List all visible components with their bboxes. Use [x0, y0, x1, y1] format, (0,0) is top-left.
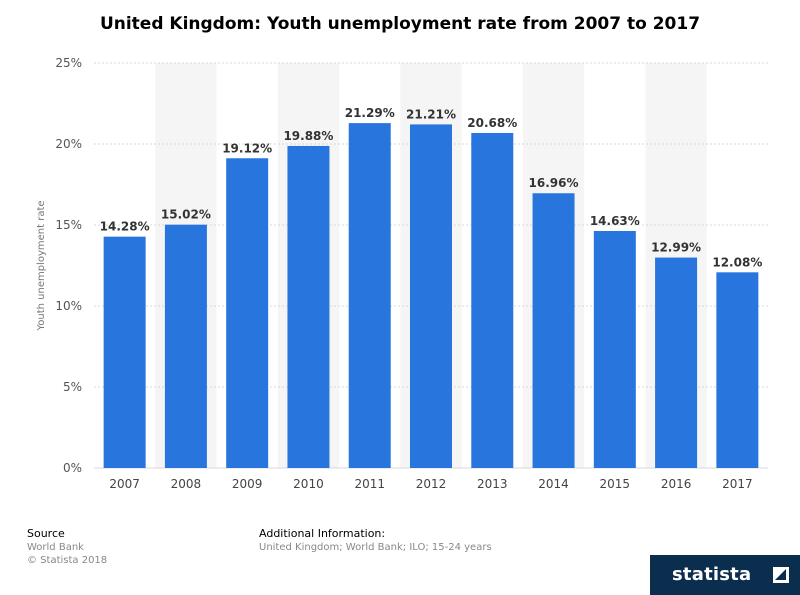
- x-tick-label: 2010: [293, 477, 324, 491]
- x-tick-label: 2007: [109, 477, 140, 491]
- x-tick-label: 2009: [232, 477, 263, 491]
- x-tick-label: 2013: [477, 477, 508, 491]
- source-label: Source: [27, 527, 65, 540]
- bar-value-label: 19.88%: [283, 129, 333, 143]
- bar: [287, 145, 330, 468]
- bar: [226, 158, 269, 469]
- bar: [410, 124, 452, 468]
- bar: [348, 123, 391, 469]
- y-tick-label: 10%: [55, 299, 82, 313]
- x-tick-label: 2015: [600, 477, 631, 491]
- x-tick-label: 2012: [416, 477, 447, 491]
- info-text: United Kingdom; World Bank; ILO; 15-24 y…: [259, 542, 492, 553]
- bar-value-label: 15.02%: [161, 208, 211, 222]
- bar: [716, 272, 759, 468]
- bar-chart: 0% 5% 10% 15% 20% 25% Youth unemployment rate 1…: [36, 56, 768, 491]
- bar-value-label: 21.21%: [406, 107, 456, 121]
- statista-logo-icon: [773, 567, 789, 583]
- source-line-2: © Statista 2018: [27, 555, 108, 566]
- y-tick-label: 15%: [55, 218, 82, 232]
- bar: [471, 132, 514, 468]
- bar-value-label: 16.96%: [529, 176, 579, 190]
- statista-logo[interactable]: statista: [650, 555, 800, 595]
- bar-value-label: 21.29%: [345, 106, 395, 120]
- bar-value-label: 19.12%: [222, 141, 272, 155]
- chart-title: United Kingdom: Youth unemployment rate …: [99, 14, 701, 34]
- x-tick-label: 2017: [722, 477, 753, 491]
- bar-value-label: 20.68%: [467, 116, 517, 130]
- source-line-1: World Bank: [27, 542, 84, 553]
- bar: [103, 236, 146, 468]
- bar-value-label: 12.08%: [712, 255, 762, 269]
- y-axis-label: Youth unemployment rate: [36, 200, 47, 331]
- info-label: Additional Information:: [259, 527, 386, 540]
- y-tick-label: 5%: [63, 380, 82, 394]
- bar: [164, 224, 207, 468]
- x-tick-label: 2014: [538, 477, 569, 491]
- y-tick-label: 25%: [55, 56, 82, 70]
- x-tick-label: 2008: [171, 477, 202, 491]
- bar: [532, 193, 575, 469]
- bar-value-label: 12.99%: [651, 241, 701, 255]
- y-tick-label: 0%: [63, 461, 82, 475]
- bar: [593, 230, 636, 468]
- bar: [655, 257, 698, 468]
- bar-value-label: 14.28%: [100, 220, 150, 234]
- x-tick-label: 2011: [354, 477, 385, 491]
- x-tick-label: 2016: [661, 477, 692, 491]
- y-tick-label: 20%: [55, 137, 82, 151]
- bar-value-label: 14.63%: [590, 214, 640, 228]
- logo-text: statista: [672, 564, 752, 585]
